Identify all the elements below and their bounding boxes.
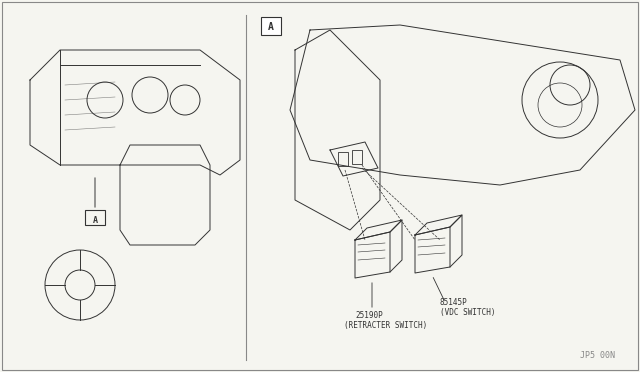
Text: A: A — [268, 22, 274, 32]
Text: (RETRACTER SWITCH): (RETRACTER SWITCH) — [344, 321, 428, 330]
Text: JP5 00N: JP5 00N — [580, 351, 615, 360]
Bar — [352, 150, 362, 164]
FancyBboxPatch shape — [261, 17, 281, 35]
Text: (VDC SWITCH): (VDC SWITCH) — [440, 308, 495, 317]
Text: 25190P: 25190P — [355, 311, 383, 320]
Text: 85145P: 85145P — [440, 298, 468, 307]
Bar — [85, 210, 105, 225]
Bar — [338, 152, 348, 166]
Text: A: A — [93, 215, 97, 224]
